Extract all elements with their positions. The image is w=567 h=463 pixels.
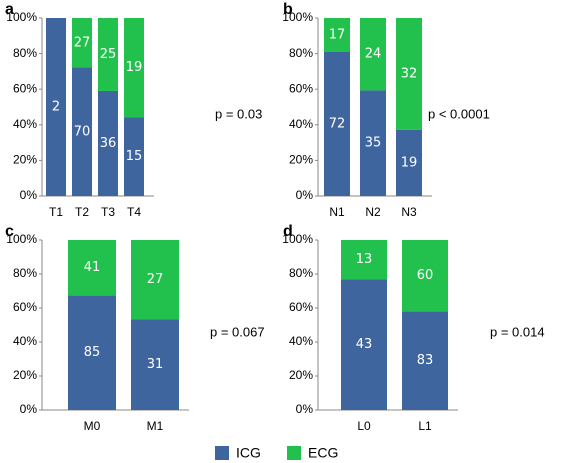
bar-segment — [341, 240, 387, 280]
bar-segment — [46, 18, 66, 196]
value-label: 32 — [401, 66, 418, 81]
value-label: 15 — [126, 149, 143, 164]
x-tick-label: N1 — [329, 205, 345, 219]
legend-label: ECG — [308, 445, 338, 461]
value-label: 85 — [84, 345, 101, 360]
y-tick-label: 0% — [296, 188, 314, 202]
bar-segment — [98, 18, 118, 91]
y-tick-label: 100% — [6, 10, 37, 24]
value-label: 13 — [356, 252, 373, 267]
value-label: 72 — [329, 117, 346, 132]
panel-label: b — [283, 1, 293, 18]
x-tick-label: T1 — [49, 205, 63, 219]
x-tick-label: M0 — [84, 419, 101, 433]
bar-segment — [131, 240, 179, 320]
y-tick-label: 60% — [289, 81, 313, 95]
bar-segment — [131, 319, 179, 410]
bar-segment — [396, 18, 422, 130]
value-label: 36 — [100, 136, 117, 151]
panel-label: a — [5, 1, 14, 18]
bar-segment — [360, 18, 386, 91]
value-label: 70 — [74, 124, 91, 139]
value-label: 24 — [365, 47, 382, 62]
value-label: 2 — [52, 100, 60, 115]
y-tick-label: 40% — [289, 117, 313, 131]
bar-segment — [402, 240, 448, 312]
y-tick-label: 100% — [6, 232, 37, 246]
y-tick-label: 60% — [289, 300, 313, 314]
bar-segment — [324, 18, 350, 52]
value-label: 25 — [100, 47, 117, 62]
y-tick-label: 40% — [289, 334, 313, 348]
bar-segment — [402, 311, 448, 410]
x-tick-label: L0 — [357, 419, 371, 433]
bar-segment — [72, 18, 92, 68]
y-tick-label: 40% — [13, 334, 37, 348]
bar-segment — [72, 67, 92, 197]
y-tick-label: 60% — [13, 300, 37, 314]
y-tick-label: 80% — [13, 46, 37, 60]
y-tick-label: 60% — [13, 81, 37, 95]
y-tick-label: 0% — [296, 402, 314, 416]
x-tick-label: T2 — [75, 205, 89, 219]
value-label: 27 — [74, 35, 91, 50]
y-tick-label: 20% — [289, 153, 313, 167]
y-tick-label: 80% — [13, 266, 37, 280]
legend-swatch — [215, 446, 229, 460]
bar-segment — [360, 90, 386, 196]
p-value: p < 0.0001 — [428, 106, 490, 121]
value-label: 31 — [147, 357, 164, 372]
value-label: 19 — [401, 155, 418, 170]
bar-segment — [124, 18, 144, 118]
y-tick-label: 20% — [13, 368, 37, 382]
y-tick-label: 80% — [289, 266, 313, 280]
y-tick-label: 20% — [289, 368, 313, 382]
bar-segment — [68, 240, 116, 296]
value-label: 43 — [356, 337, 373, 352]
y-tick-label: 40% — [13, 117, 37, 131]
legend-label: ICG — [236, 445, 261, 461]
y-tick-label: 100% — [282, 232, 313, 246]
x-tick-label: T3 — [101, 205, 115, 219]
bar-segment — [396, 129, 422, 196]
value-label: 17 — [329, 28, 346, 43]
y-tick-label: 0% — [20, 402, 38, 416]
bar-segment — [124, 117, 144, 196]
value-label: 41 — [84, 260, 101, 275]
y-tick-label: 100% — [282, 10, 313, 24]
p-value: p = 0.014 — [490, 324, 545, 339]
y-tick-label: 20% — [13, 153, 37, 167]
x-tick-label: L1 — [418, 419, 432, 433]
bar-segment — [324, 52, 350, 196]
x-tick-label: N3 — [401, 205, 417, 219]
x-tick-label: T4 — [127, 205, 141, 219]
legend-swatch — [287, 446, 301, 460]
value-label: 27 — [147, 272, 164, 287]
x-tick-label: N2 — [365, 205, 381, 219]
bar-segment — [341, 279, 387, 410]
y-tick-label: 80% — [289, 46, 313, 60]
value-label: 19 — [126, 60, 143, 75]
p-value: p = 0.067 — [210, 324, 265, 339]
value-label: 60 — [417, 268, 434, 283]
y-tick-label: 0% — [20, 188, 38, 202]
value-label: 35 — [365, 136, 382, 151]
bar-segment — [98, 90, 118, 196]
x-tick-label: M1 — [147, 419, 164, 433]
panel-label: d — [283, 223, 293, 240]
bar-segment — [68, 295, 116, 410]
value-label: 83 — [417, 353, 434, 368]
panel-label: c — [5, 223, 14, 240]
p-value: p = 0.03 — [215, 106, 262, 121]
